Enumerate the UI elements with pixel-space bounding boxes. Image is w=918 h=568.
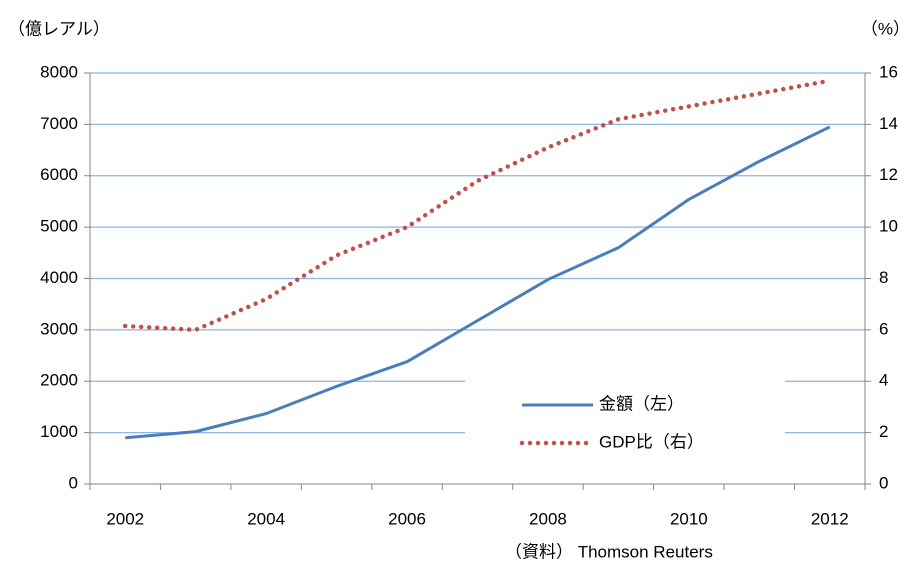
y2-tick-label: 16 [879,62,898,81]
x-tick-label: 2010 [670,509,708,528]
y2-tick-label: 12 [879,165,898,184]
y-axis-unit: （億レアル） [8,19,110,38]
y-tick-label: 0 [69,473,78,492]
legend-label: GDP比（右） [599,432,704,451]
y-tick-label: 7000 [40,114,78,133]
y2-tick-label: 0 [879,473,888,492]
y2-tick-label: 4 [879,371,888,390]
x-tick-label: 2006 [388,509,426,528]
y-tick-label: 3000 [40,319,78,338]
x-tick-label: 2002 [106,509,144,528]
y2-axis-unit: （%） [861,19,910,38]
y-tick-label: 6000 [40,165,78,184]
y2-tick-label: 10 [879,217,898,236]
legend-box [465,375,785,463]
y2-tick-label: 8 [879,268,888,287]
x-tick-label: 2012 [811,509,849,528]
y-tick-label: 1000 [40,422,78,441]
y-tick-label: 8000 [40,62,78,81]
y2-tick-label: 14 [879,114,898,133]
y2-tick-label: 2 [879,422,888,441]
x-tick-label: 2008 [529,509,567,528]
source-note: （資料） Thomson Reuters [505,542,713,561]
legend-label: 金額（左） [599,394,684,413]
y-tick-label: 5000 [40,217,78,236]
y2-tick-label: 6 [879,319,888,338]
y-tick-label: 4000 [40,268,78,287]
y-tick-label: 2000 [40,371,78,390]
series-line [125,125,831,440]
x-tick-label: 2004 [247,509,285,528]
series-line [122,78,833,333]
